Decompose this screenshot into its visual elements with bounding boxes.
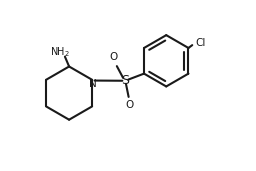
Text: O: O [110, 52, 118, 62]
Text: Cl: Cl [196, 38, 206, 48]
Text: N: N [89, 79, 97, 89]
Text: S: S [121, 74, 129, 87]
Text: NH$_2$: NH$_2$ [50, 45, 70, 59]
Text: O: O [125, 100, 133, 110]
